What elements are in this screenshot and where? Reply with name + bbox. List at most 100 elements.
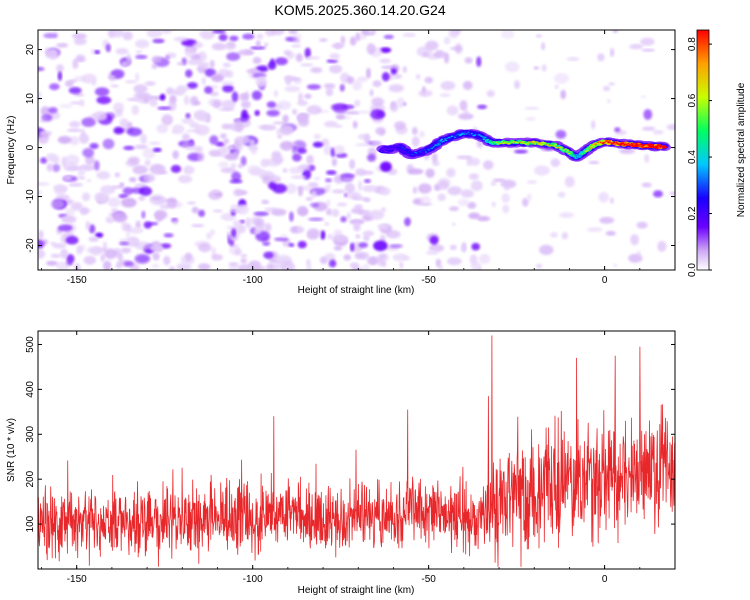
noise-blob — [305, 56, 321, 60]
noise-blob — [232, 151, 239, 156]
ridge-sample — [470, 133, 473, 135]
noise-blob — [122, 31, 133, 41]
noise-blob — [425, 250, 439, 256]
noise-blob — [79, 164, 95, 172]
noise-blob — [131, 105, 140, 116]
noise-blob — [276, 254, 292, 264]
noise-blob — [641, 182, 652, 188]
noise-blob — [237, 163, 243, 169]
noise-blob — [135, 50, 143, 55]
ridge-sample — [571, 152, 574, 154]
noise-blob — [290, 175, 307, 179]
noise-blob — [270, 58, 275, 66]
noise-blob — [329, 53, 341, 60]
x-tick-label: 0 — [602, 275, 608, 286]
noise-blob — [380, 207, 386, 213]
noise-blob — [125, 231, 131, 239]
noise-blob — [399, 261, 404, 269]
noise-blob — [69, 136, 80, 146]
noise-blob — [197, 51, 207, 62]
noise-blob — [264, 223, 272, 232]
noise-blob — [218, 161, 229, 168]
noise-blob — [81, 73, 97, 84]
noise-blob — [446, 105, 459, 116]
noise-blob — [358, 34, 367, 40]
ridge-sample — [460, 133, 463, 136]
noise-blob — [331, 189, 346, 194]
noise-blob — [55, 194, 70, 201]
noise-blob — [73, 37, 87, 46]
noise-blob — [306, 154, 314, 165]
noise-blob — [368, 209, 385, 220]
noise-blob — [206, 232, 213, 240]
ridge-sample — [424, 151, 428, 153]
noise-blob — [373, 240, 388, 252]
noise-blob — [48, 107, 58, 114]
noise-blob — [85, 155, 95, 165]
noise-blob — [352, 120, 358, 129]
noise-blob — [172, 150, 179, 160]
noise-blob — [476, 216, 491, 222]
noise-blob — [282, 168, 288, 173]
noise-blob — [459, 100, 468, 111]
noise-blob — [272, 183, 287, 194]
noise-blob — [313, 133, 321, 140]
noise-blob — [173, 36, 188, 42]
noise-blob — [492, 178, 506, 182]
noise-blob — [369, 89, 374, 97]
noise-blob — [47, 49, 59, 60]
noise-blob — [184, 48, 195, 58]
noise-blob — [304, 93, 312, 99]
noise-blob — [524, 106, 540, 110]
noise-blob — [79, 99, 85, 107]
ridge-sample — [495, 141, 498, 144]
heatmap-x-axis: -150 -100 -50 0 — [41, 30, 676, 286]
ridge-sample — [590, 147, 593, 149]
noise-blob — [653, 190, 663, 198]
noise-blob — [325, 178, 332, 183]
noise-blob — [231, 171, 242, 182]
noise-blob — [591, 120, 596, 130]
ridge-sample — [655, 145, 658, 147]
colorbar-tick-label: 0.6 — [687, 93, 698, 107]
noise-blob — [313, 177, 321, 181]
noise-blob — [185, 252, 192, 262]
noise-blob — [334, 42, 342, 50]
noise-blob — [231, 91, 239, 103]
ridge-sample — [530, 141, 533, 143]
noise-blob — [326, 59, 339, 63]
colorbar-tick-label: 0.0 — [687, 263, 698, 277]
noise-blob — [204, 86, 213, 94]
noise-blob — [251, 90, 262, 101]
noise-blob — [172, 124, 185, 135]
noise-blob — [229, 35, 239, 42]
noise-blob — [325, 87, 334, 97]
noise-blob — [221, 81, 234, 86]
noise-blob — [291, 44, 302, 48]
noise-blob — [249, 168, 266, 176]
noise-blob — [187, 146, 198, 151]
noise-blob — [240, 254, 248, 258]
noise-blob — [104, 248, 117, 260]
noise-blob — [40, 157, 48, 164]
noise-blob — [218, 33, 228, 42]
ridge-sample — [629, 144, 632, 146]
noise-blob — [219, 148, 231, 153]
noise-blob — [211, 42, 227, 51]
noise-blob — [451, 222, 456, 226]
noise-blob — [431, 152, 438, 163]
noise-blob — [108, 30, 125, 38]
noise-blob — [586, 227, 603, 233]
noise-blob — [55, 261, 71, 270]
ridge-sample — [554, 143, 558, 146]
ridge-sample — [619, 142, 622, 145]
ridge-sample — [592, 144, 596, 147]
noise-blob — [372, 80, 382, 88]
noise-blob — [194, 101, 201, 106]
noise-blob — [127, 227, 144, 234]
noise-blob — [602, 85, 611, 92]
noise-blob — [379, 58, 392, 64]
noise-blob — [197, 152, 205, 162]
noise-blob — [241, 100, 251, 109]
ridge-sample — [516, 142, 520, 144]
